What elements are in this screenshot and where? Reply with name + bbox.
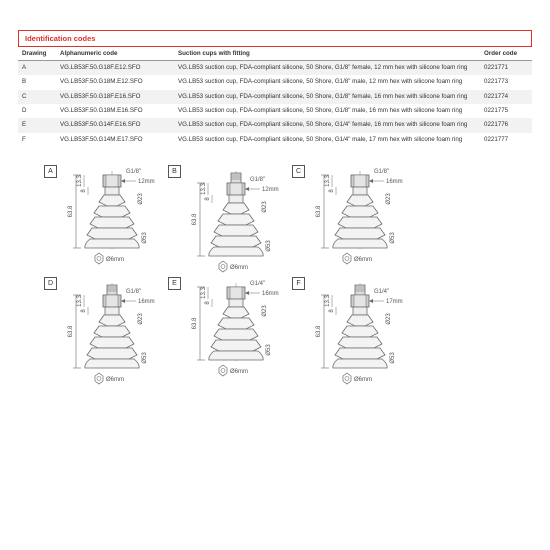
svg-text:Ø53: Ø53 xyxy=(266,344,272,356)
drawing-d: D63.813.38G1/8"16mmØ23Ø53Ø6mm xyxy=(44,277,162,389)
cell-drawing: B xyxy=(18,75,56,89)
svg-text:63.8: 63.8 xyxy=(316,325,322,337)
svg-text:13.3: 13.3 xyxy=(325,295,331,307)
svg-text:Ø6mm: Ø6mm xyxy=(106,377,124,383)
svg-text:12mm: 12mm xyxy=(138,179,155,185)
svg-text:13.3: 13.3 xyxy=(77,175,83,187)
drawing-b: B63.813.38G1/8"12mmØ23Ø53Ø6mm xyxy=(168,165,286,277)
col-ordercode: Order code xyxy=(480,47,532,61)
cell-drawing: D xyxy=(18,104,56,118)
cell-order: 0221777 xyxy=(480,133,532,147)
svg-text:Ø53: Ø53 xyxy=(266,240,272,252)
svg-text:8: 8 xyxy=(81,189,87,193)
cell-code: VG.LB53F.50.G18F.E12.SFO xyxy=(56,61,174,76)
svg-text:16mm: 16mm xyxy=(386,179,403,185)
svg-text:Ø6mm: Ø6mm xyxy=(106,257,124,263)
cell-order: 0221775 xyxy=(480,104,532,118)
svg-text:Ø23: Ø23 xyxy=(386,313,392,325)
svg-text:16mm: 16mm xyxy=(138,299,155,305)
svg-text:Ø53: Ø53 xyxy=(142,352,148,364)
table-row: FVG.LB53F.50.G14M.E17.SFOVG.LB53 suction… xyxy=(18,133,532,147)
cell-order: 0221774 xyxy=(480,90,532,104)
cell-order: 0221771 xyxy=(480,61,532,76)
cell-drawing: C xyxy=(18,90,56,104)
svg-text:63.8: 63.8 xyxy=(68,325,74,337)
table-row: DVG.LB53F.50.G18M.E16.SFOVG.LB53 suction… xyxy=(18,104,532,118)
cell-desc: VG.LB53 suction cup, FDA-compliant silic… xyxy=(174,75,480,89)
svg-text:16mm: 16mm xyxy=(262,291,279,297)
cell-order: 0221773 xyxy=(480,75,532,89)
svg-text:8: 8 xyxy=(329,189,335,193)
svg-text:Ø53: Ø53 xyxy=(390,232,396,244)
cell-code: VG.LB53F.50.G14F.E16.SFO xyxy=(56,118,174,132)
cell-desc: VG.LB53 suction cup, FDA-compliant silic… xyxy=(174,61,480,76)
drawing-f: F63.813.38G1/4"17mmØ23Ø53Ø6mm xyxy=(292,277,410,389)
svg-text:G1/4": G1/4" xyxy=(250,281,265,287)
svg-text:Ø53: Ø53 xyxy=(390,352,396,364)
svg-text:8: 8 xyxy=(329,309,335,313)
svg-text:12mm: 12mm xyxy=(262,187,279,193)
svg-text:Ø23: Ø23 xyxy=(386,193,392,205)
svg-text:G1/4": G1/4" xyxy=(374,289,389,295)
cell-desc: VG.LB53 suction cup, FDA-compliant silic… xyxy=(174,118,480,132)
svg-text:Ø23: Ø23 xyxy=(138,193,144,205)
svg-text:13.3: 13.3 xyxy=(325,175,331,187)
table-row: CVG.LB53F.50.G18F.E16.SFOVG.LB53 suction… xyxy=(18,90,532,104)
svg-text:Ø6mm: Ø6mm xyxy=(354,257,372,263)
cell-desc: VG.LB53 suction cup, FDA-compliant silic… xyxy=(174,133,480,147)
drawing-a: A63.813.38G1/8"12mmØ23Ø53Ø6mm xyxy=(44,165,162,277)
identification-table: Drawing Alphanumeric code Suction cups w… xyxy=(18,47,532,147)
cell-code: VG.LB53F.50.G18F.E16.SFO xyxy=(56,90,174,104)
svg-text:8: 8 xyxy=(205,197,211,201)
cell-code: VG.LB53F.50.G18M.E12.SFO xyxy=(56,75,174,89)
cell-code: VG.LB53F.50.G18M.E16.SFO xyxy=(56,104,174,118)
svg-text:Ø23: Ø23 xyxy=(262,201,268,213)
svg-text:13.3: 13.3 xyxy=(201,183,207,195)
table-row: EVG.LB53F.50.G14F.E16.SFOVG.LB53 suction… xyxy=(18,118,532,132)
svg-text:63.8: 63.8 xyxy=(316,205,322,217)
cell-code: VG.LB53F.50.G14M.E17.SFO xyxy=(56,133,174,147)
cell-desc: VG.LB53 suction cup, FDA-compliant silic… xyxy=(174,104,480,118)
cell-drawing: A xyxy=(18,61,56,76)
drawings-grid: A63.813.38G1/8"12mmØ23Ø53Ø6mmB63.813.38G… xyxy=(18,165,532,389)
svg-text:Ø6mm: Ø6mm xyxy=(230,265,248,271)
drawing-c: C63.813.38G1/8"16mmØ23Ø53Ø6mm xyxy=(292,165,410,277)
svg-text:63.8: 63.8 xyxy=(192,317,198,329)
table-row: BVG.LB53F.50.G18M.E12.SFOVG.LB53 suction… xyxy=(18,75,532,89)
svg-text:13.3: 13.3 xyxy=(201,287,207,299)
svg-text:Ø23: Ø23 xyxy=(138,313,144,325)
cell-order: 0221776 xyxy=(480,118,532,132)
svg-text:63.8: 63.8 xyxy=(68,205,74,217)
col-description: Suction cups with fitting xyxy=(174,47,480,61)
svg-text:8: 8 xyxy=(81,309,87,313)
svg-text:G1/8": G1/8" xyxy=(126,289,141,295)
cell-drawing: E xyxy=(18,118,56,132)
table-row: AVG.LB53F.50.G18F.E12.SFOVG.LB53 suction… xyxy=(18,61,532,76)
svg-text:Ø53: Ø53 xyxy=(142,232,148,244)
svg-text:13.3: 13.3 xyxy=(77,295,83,307)
svg-text:G1/8": G1/8" xyxy=(374,169,389,175)
svg-text:Ø23: Ø23 xyxy=(262,305,268,317)
cell-desc: VG.LB53 suction cup, FDA-compliant silic… xyxy=(174,90,480,104)
svg-text:G1/8": G1/8" xyxy=(250,177,265,183)
col-alphacode: Alphanumeric code xyxy=(56,47,174,61)
svg-text:Ø6mm: Ø6mm xyxy=(354,377,372,383)
col-drawing: Drawing xyxy=(18,47,56,61)
svg-text:63.8: 63.8 xyxy=(192,213,198,225)
svg-text:Ø6mm: Ø6mm xyxy=(230,369,248,375)
cell-drawing: F xyxy=(18,133,56,147)
section-title: Identification codes xyxy=(18,30,532,47)
svg-text:8: 8 xyxy=(205,301,211,305)
svg-text:17mm: 17mm xyxy=(386,299,403,305)
drawing-e: E63.813.38G1/4"16mmØ23Ø53Ø6mm xyxy=(168,277,286,389)
svg-text:G1/8": G1/8" xyxy=(126,169,141,175)
